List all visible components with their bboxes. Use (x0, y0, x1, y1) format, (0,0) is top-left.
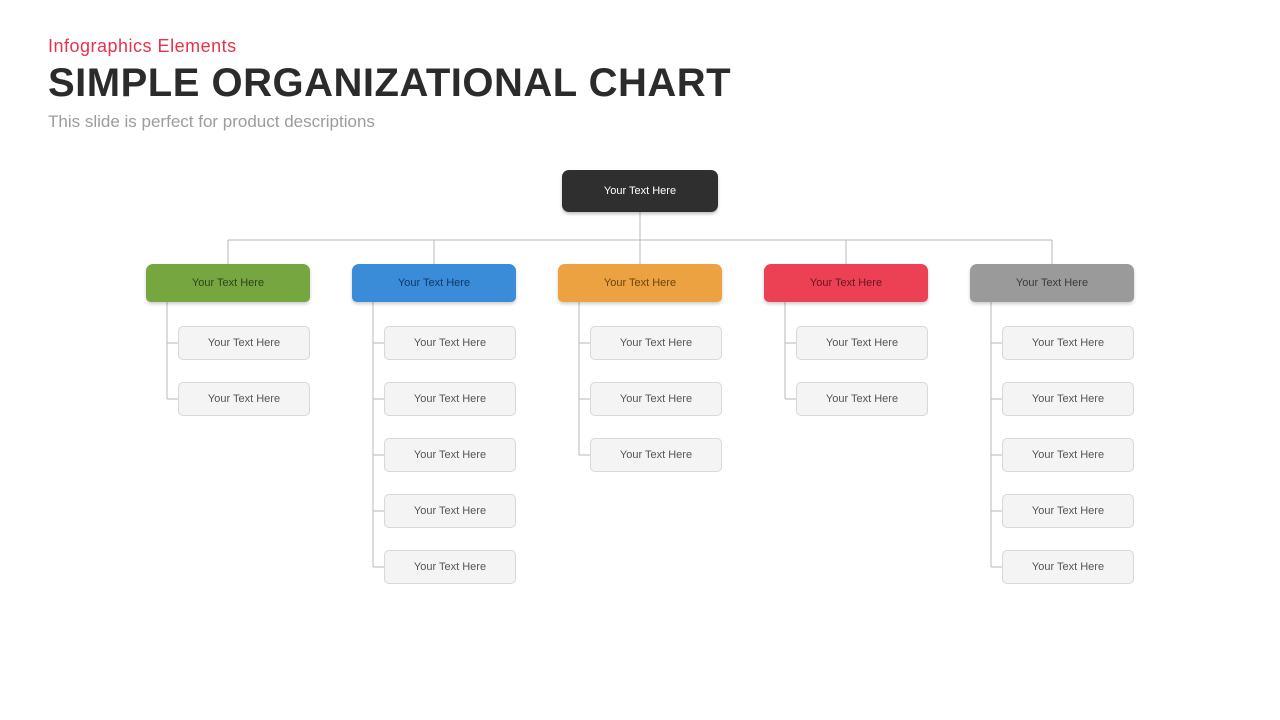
branch-node: Your Text Here (146, 264, 310, 302)
leaf-row: Your Text Here (990, 428, 1134, 484)
leaf-node-label: Your Text Here (414, 449, 486, 461)
slide-subtitle: This slide is perfect for product descri… (48, 112, 731, 132)
leaf-node-label: Your Text Here (620, 337, 692, 349)
leaf-node: Your Text Here (384, 550, 516, 584)
leaf-row: Your Text Here (990, 316, 1134, 372)
leaf-node-label: Your Text Here (414, 337, 486, 349)
branch-columns: Your Text HereYour Text HereYour Text He… (0, 264, 1280, 596)
leaf-node-label: Your Text Here (1032, 561, 1104, 573)
branch-column: Your Text Here Your Text Here Your Text He… (970, 264, 1134, 596)
branch-node: Your Text Here (970, 264, 1134, 302)
leaf-node: Your Text Here (796, 326, 928, 360)
slide-title: SIMPLE ORGANIZATIONAL CHART (48, 61, 731, 106)
leaf-node: Your Text Here (590, 438, 722, 472)
leaf-node: Your Text Here (384, 326, 516, 360)
branch-column: Your Text HereYour Text HereYour Text He… (146, 264, 310, 596)
leaf-row: Your Text Here (372, 540, 516, 596)
leaf-node-label: Your Text Here (826, 337, 898, 349)
leaf-row: Your Text Here (990, 484, 1134, 540)
leaf-row: Your Text Here (990, 372, 1134, 428)
leaf-node-label: Your Text Here (620, 449, 692, 461)
slide-header: Infographics Elements SIMPLE ORGANIZATIO… (48, 36, 731, 132)
leaf-node-label: Your Text Here (208, 337, 280, 349)
root-node: Your Text Here (562, 170, 718, 212)
leaf-row: Your Text Here (372, 372, 516, 428)
branch-column: Your Text Here Your Text Here Your Text He… (558, 264, 722, 596)
leaf-node-label: Your Text Here (1032, 337, 1104, 349)
branch-node: Your Text Here (558, 264, 722, 302)
leaf-node-label: Your Text Here (414, 561, 486, 573)
leaf-node: Your Text Here (796, 382, 928, 416)
leaf-list: Your Text Here Your Text Here Your Text He… (990, 316, 1134, 596)
branch-column: Your Text Here Your Text Here Your Text He… (352, 264, 516, 596)
leaf-node-label: Your Text Here (826, 393, 898, 405)
leaf-row: Your Text Here (372, 484, 516, 540)
root-node-label: Your Text Here (604, 185, 676, 197)
leaf-node: Your Text Here (1002, 494, 1134, 528)
leaf-row: Your Text Here (578, 428, 722, 484)
branch-node-label: Your Text Here (1016, 277, 1088, 289)
leaf-list: Your Text Here Your Text Here (784, 316, 928, 428)
leaf-node: Your Text Here (384, 438, 516, 472)
leaf-list: Your Text Here Your Text Here Your Text He… (578, 316, 722, 484)
leaf-row: Your Text Here (784, 316, 928, 372)
leaf-node-label: Your Text Here (620, 393, 692, 405)
leaf-row: Your Text Here (784, 372, 928, 428)
leaf-node-label: Your Text Here (208, 393, 280, 405)
leaf-row: Your Text Here (990, 540, 1134, 596)
branch-column: Your Text HereYour Text HereYour Text He… (764, 264, 928, 596)
leaf-node-label: Your Text Here (1032, 393, 1104, 405)
leaf-node: Your Text Here (1002, 438, 1134, 472)
branch-node-label: Your Text Here (604, 277, 676, 289)
eyebrow-text: Infographics Elements (48, 36, 731, 57)
leaf-node: Your Text Here (178, 382, 310, 416)
leaf-node: Your Text Here (1002, 382, 1134, 416)
branch-node-label: Your Text Here (398, 277, 470, 289)
branch-node-label: Your Text Here (192, 277, 264, 289)
leaf-list: Your Text Here Your Text Here (166, 316, 310, 428)
branch-node: Your Text Here (352, 264, 516, 302)
leaf-node: Your Text Here (590, 382, 722, 416)
org-chart: Your Text Here Your Text HereYour Text H… (0, 170, 1280, 710)
leaf-node: Your Text Here (384, 382, 516, 416)
leaf-row: Your Text Here (166, 316, 310, 372)
leaf-node-label: Your Text Here (414, 505, 486, 517)
leaf-list: Your Text Here Your Text Here Your Text He… (372, 316, 516, 596)
leaf-row: Your Text Here (578, 372, 722, 428)
leaf-row: Your Text Here (372, 316, 516, 372)
leaf-node: Your Text Here (1002, 550, 1134, 584)
leaf-node-label: Your Text Here (1032, 449, 1104, 461)
leaf-node: Your Text Here (1002, 326, 1134, 360)
branch-node-label: Your Text Here (810, 277, 882, 289)
leaf-node: Your Text Here (384, 494, 516, 528)
leaf-row: Your Text Here (166, 372, 310, 428)
branch-node: Your Text Here (764, 264, 928, 302)
leaf-node: Your Text Here (590, 326, 722, 360)
leaf-node: Your Text Here (178, 326, 310, 360)
leaf-row: Your Text Here (578, 316, 722, 372)
leaf-node-label: Your Text Here (1032, 505, 1104, 517)
leaf-node-label: Your Text Here (414, 393, 486, 405)
leaf-row: Your Text Here (372, 428, 516, 484)
